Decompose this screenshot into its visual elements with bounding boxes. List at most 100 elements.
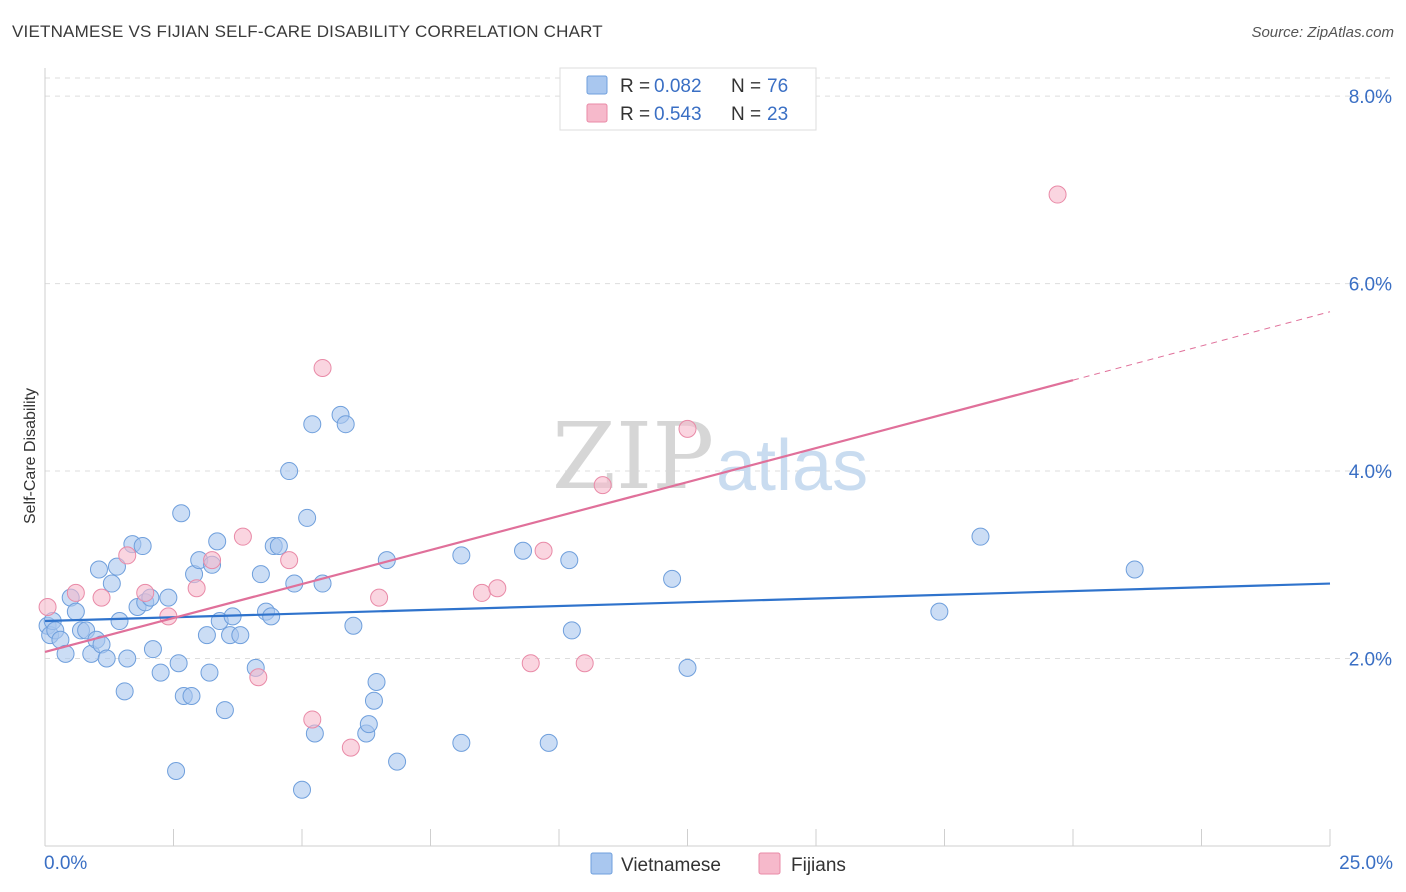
y-tick-labels: 2.0% 4.0% 6.0% 8.0% — [1349, 87, 1392, 670]
x-tick-label-min: 0.0% — [44, 853, 87, 874]
vietnamese-point — [280, 462, 299, 481]
vietnamese-point — [560, 551, 579, 570]
fijian-point — [92, 588, 111, 607]
vietnamese-point — [388, 752, 407, 771]
bottom-legend-label-vietnamese: Vietnamese — [621, 855, 721, 876]
bottom-legend-swatch-vietnamese — [590, 852, 613, 875]
vietnamese-point — [200, 663, 219, 682]
y-tick-label: 6.0% — [1349, 275, 1392, 296]
source-label: Source: ZipAtlas.com — [1251, 24, 1394, 41]
fijian-trendline — [44, 379, 1074, 654]
vietnamese-point — [167, 762, 186, 781]
fijian-point — [370, 588, 389, 607]
vietnamese-point — [359, 715, 378, 734]
legend-r-label-fijians: R = — [620, 104, 650, 125]
bottom-legend-label-fijians: Fijians — [791, 855, 846, 876]
fijian-point — [521, 654, 540, 673]
fijian-point — [1048, 185, 1067, 204]
vietnamese-point — [107, 557, 126, 576]
vietnamese-point — [336, 415, 355, 434]
legend: R = 0.082 N = 76 R = 0.543 N = 23 — [559, 67, 817, 131]
vietnamese-point — [269, 537, 288, 556]
vietnamese-point — [344, 616, 363, 635]
fijian-point — [249, 668, 268, 687]
vietnamese-point — [89, 560, 108, 579]
legend-n-label-fijians: N = — [731, 104, 761, 125]
vietnamese-point — [197, 626, 216, 645]
fijian-point — [233, 527, 252, 546]
vietnamese-point — [298, 508, 317, 527]
vietnamese-point — [169, 654, 188, 673]
y-tick-label: 8.0% — [1349, 87, 1392, 108]
vietnamese-point — [110, 612, 129, 631]
vietnamese-point — [452, 733, 471, 752]
fijian-point — [66, 583, 85, 602]
x-tick-labels: 0.0% 25.0% — [44, 853, 1393, 874]
legend-n-value-fijians: 23 — [767, 104, 788, 125]
vietnamese-point — [115, 682, 134, 701]
fijian-point — [136, 583, 155, 602]
data-points — [38, 185, 1144, 799]
fijian-point — [118, 546, 137, 565]
vietnamese-point — [133, 537, 152, 556]
vietnamese-point — [663, 569, 682, 588]
watermark: ZIP atlas — [552, 403, 868, 510]
fijian-point — [341, 738, 360, 757]
x-tick-label-max: 25.0% — [1339, 853, 1393, 874]
vietnamese-point — [930, 602, 949, 621]
vietnamese-point — [118, 649, 137, 668]
vietnamese-point — [208, 532, 227, 551]
fijian-point — [575, 654, 594, 673]
vietnamese-point — [143, 640, 162, 659]
vietnamese-point — [262, 607, 281, 626]
vietnamese-point — [172, 504, 191, 523]
gridlines — [45, 77, 1392, 660]
fijian-point — [203, 551, 222, 570]
vietnamese-point — [678, 658, 697, 677]
legend-n-value-vietnamese: 76 — [767, 76, 788, 97]
vietnamese-point — [971, 527, 990, 546]
fijian-point — [38, 597, 57, 616]
fijian-point — [472, 583, 491, 602]
vietnamese-point — [182, 687, 201, 706]
vietnamese-point — [159, 588, 178, 607]
chart-title: VIETNAMESE VS FIJIAN SELF-CARE DISABILIT… — [12, 22, 603, 41]
vietnamese-point — [97, 649, 116, 668]
watermark-atlas: atlas — [716, 426, 868, 506]
fijian-point — [313, 358, 332, 377]
vietnamese-point — [452, 546, 471, 565]
vietnamese-point — [364, 691, 383, 710]
legend-n-label-vietnamese: N = — [731, 76, 761, 97]
trendlines — [44, 311, 1331, 654]
fijian-point — [280, 551, 299, 570]
y-tick-label: 4.0% — [1349, 462, 1392, 483]
vietnamese-point — [539, 733, 558, 752]
vietnamese-trendline — [44, 582, 1331, 623]
bottom-legend: Vietnamese Fijians — [590, 852, 846, 876]
vietnamese-point — [231, 626, 250, 645]
fijian-point — [187, 579, 206, 598]
vietnamese-point — [151, 663, 170, 682]
vietnamese-point — [562, 621, 581, 640]
fijian-point — [593, 476, 612, 495]
vietnamese-point — [66, 602, 85, 621]
fijian-point — [534, 541, 553, 560]
fijian-point — [488, 579, 507, 598]
vietnamese-point — [215, 701, 234, 720]
legend-r-value-fijians: 0.543 — [654, 104, 702, 125]
vietnamese-point — [514, 541, 533, 560]
vietnamese-point — [303, 415, 322, 434]
vietnamese-point — [293, 780, 311, 799]
fijian-point — [678, 419, 697, 438]
vietnamese-point — [251, 565, 270, 584]
legend-swatch-fijians — [586, 103, 608, 123]
legend-r-label-vietnamese: R = — [620, 76, 650, 97]
legend-swatch-vietnamese — [586, 75, 608, 95]
y-tick-label: 2.0% — [1349, 650, 1392, 671]
fijian-trendline-extension — [1072, 311, 1331, 381]
fijian-point — [303, 710, 322, 729]
legend-r-value-vietnamese: 0.082 — [654, 76, 702, 97]
watermark-zip: ZIP — [552, 403, 714, 510]
bottom-legend-swatch-fijians — [758, 852, 781, 875]
